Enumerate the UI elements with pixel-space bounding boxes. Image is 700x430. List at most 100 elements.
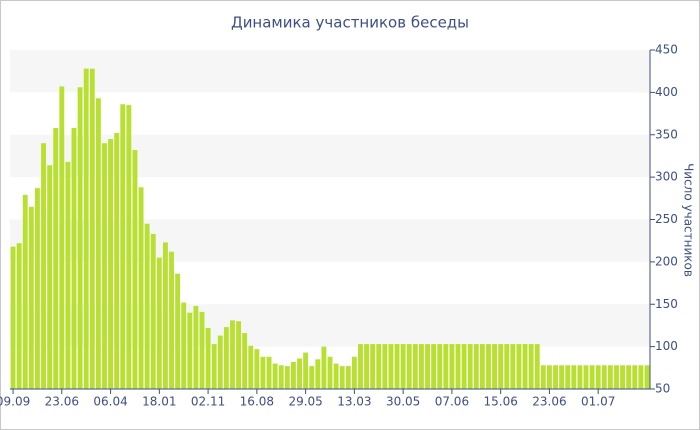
bar [607, 365, 613, 389]
bar [205, 327, 211, 389]
bar [132, 150, 138, 389]
bar [638, 365, 644, 389]
bar [114, 133, 120, 389]
bar [498, 344, 504, 389]
bar [565, 365, 571, 389]
bar [102, 143, 107, 389]
bar [53, 127, 59, 389]
bar [486, 344, 491, 389]
bar [388, 344, 394, 389]
bar [138, 187, 144, 389]
bar [376, 344, 382, 389]
y-tick-label: 50 [655, 382, 670, 396]
bar [71, 127, 77, 389]
bar [546, 365, 552, 389]
bar [467, 344, 473, 389]
bar [95, 98, 101, 390]
x-tick-label: 23.06 [532, 395, 566, 409]
bar [211, 344, 217, 389]
bar [260, 356, 266, 389]
bar [443, 344, 449, 389]
bar [577, 365, 583, 389]
bar [217, 335, 223, 389]
bar [315, 359, 321, 389]
grid-band [10, 50, 650, 93]
bar [406, 344, 412, 389]
bar [589, 365, 595, 389]
x-tick-label: 07.06 [435, 395, 469, 409]
bar [10, 246, 16, 389]
bar [358, 344, 363, 389]
bar [321, 346, 327, 389]
bar [34, 188, 40, 389]
bar [333, 363, 339, 389]
bar [175, 273, 181, 389]
bar [632, 365, 638, 389]
bar [47, 165, 53, 389]
bar [510, 344, 516, 389]
bar [272, 363, 278, 389]
y-tick-label: 450 [655, 43, 678, 57]
bar [534, 344, 540, 389]
bar [412, 344, 418, 389]
bar [614, 365, 619, 389]
bar [248, 345, 254, 389]
bar [461, 344, 467, 389]
bar [370, 344, 376, 389]
bar [144, 223, 150, 389]
bar [400, 344, 406, 389]
bar [150, 233, 156, 389]
y-tick-label: 400 [655, 85, 678, 99]
bar [169, 251, 174, 389]
bar [492, 344, 498, 389]
bar [528, 344, 534, 389]
x-tick-label: 09.09 [0, 395, 30, 409]
bar [284, 366, 290, 389]
bar [601, 365, 607, 389]
bar [278, 365, 284, 389]
bar [473, 344, 479, 389]
bar [345, 366, 351, 389]
bar [516, 344, 522, 389]
chart-title: Динамика участников беседы [231, 14, 469, 32]
bar [571, 365, 577, 389]
x-tick-label: 18.01 [142, 395, 176, 409]
bar [303, 352, 309, 389]
y-tick-label: 300 [655, 170, 678, 184]
bar [266, 356, 272, 389]
bar [455, 344, 461, 389]
bar [83, 68, 89, 390]
bar [437, 344, 443, 389]
x-tick-label: 23.06 [45, 395, 79, 409]
bar [242, 333, 248, 389]
bar [290, 361, 296, 389]
y-tick-label: 100 [655, 339, 678, 353]
bar [41, 143, 46, 389]
x-tick-label: 01.07 [581, 395, 615, 409]
x-tick-label: 29.05 [288, 395, 322, 409]
bar [193, 305, 199, 389]
bar [431, 344, 437, 389]
bar [364, 344, 370, 389]
bar [230, 320, 235, 389]
bar [223, 327, 229, 389]
bar [65, 161, 71, 389]
y-tick-label: 350 [655, 127, 678, 141]
bar [540, 365, 546, 389]
bar [236, 321, 242, 389]
bar [108, 138, 114, 389]
x-tick-label: 02.11 [191, 395, 225, 409]
bar [126, 105, 132, 390]
x-tick-label: 06.04 [93, 395, 127, 409]
bar [28, 206, 34, 389]
bar [504, 344, 510, 389]
bar [559, 365, 565, 389]
bar [425, 344, 430, 389]
bar [351, 356, 357, 389]
bar [16, 243, 22, 389]
bar [89, 68, 95, 390]
bar [418, 344, 424, 389]
bar [595, 365, 601, 389]
bar [162, 242, 168, 389]
